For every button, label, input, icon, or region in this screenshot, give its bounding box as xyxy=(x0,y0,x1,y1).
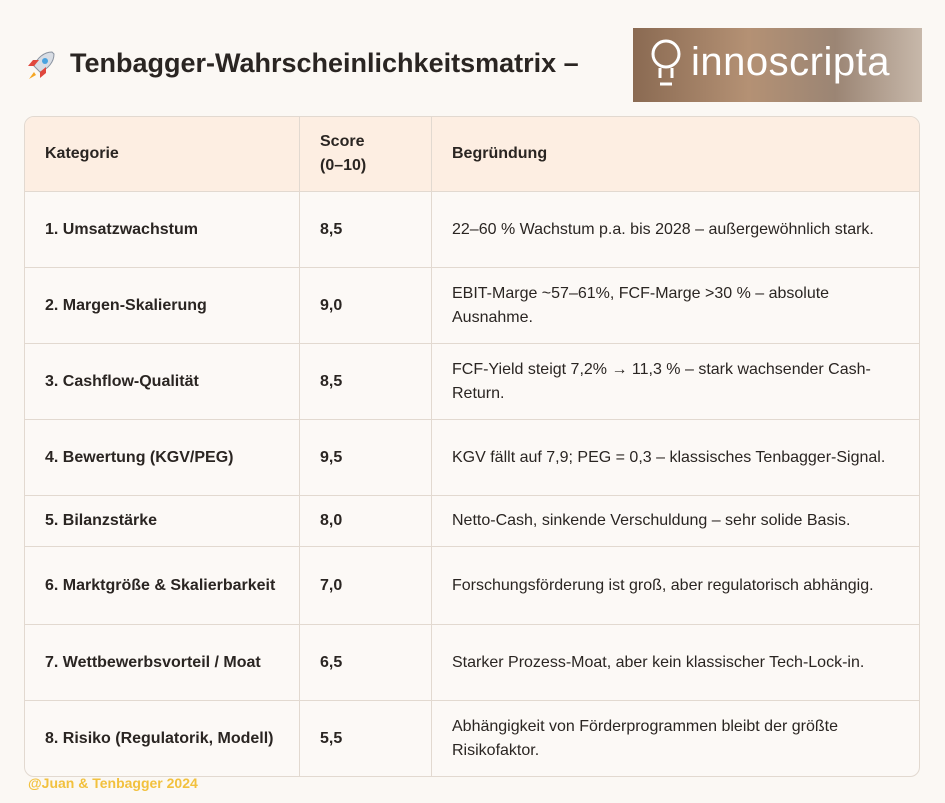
table-cell: 22–60 % Wachstum p.a. bis 2028 – außerge… xyxy=(452,220,874,238)
table-cell: Forschungsförderung ist groß, aber regul… xyxy=(452,576,874,594)
table-row: 5. Bilanzstärke 8,0 Netto-Cash, sinkende V… xyxy=(25,495,919,546)
table-cell: 8,0 xyxy=(300,496,432,546)
rocket-icon xyxy=(28,51,55,79)
header-cell: Kategorie xyxy=(25,117,300,191)
bulb-icon xyxy=(651,39,681,86)
table-cell: 7. Wettbewerbsvorteil / Moat xyxy=(25,625,300,700)
table-cell: 1. Umsatzwachstum xyxy=(25,192,300,267)
table-cell: Starker Prozess-Moat, aber kein klassisc… xyxy=(452,653,865,671)
table-row: 7. Wettbewerbsvorteil / Moat 6,5 Starker P… xyxy=(25,624,919,700)
table-cell: 3. Cashflow-Qualität xyxy=(25,344,300,419)
table-cell: 5. Bilanzstärke xyxy=(25,496,300,546)
logo: innoscripta xyxy=(633,28,922,102)
title: Tenbagger-Wahrscheinlichkeitsmatrix – xyxy=(70,48,579,78)
table-cell: 4. Bewertung (KGV/PEG) xyxy=(25,420,300,495)
table-cell: 8,5 xyxy=(300,344,432,419)
table-cell: 9,0 xyxy=(300,268,432,343)
table-cell: 6,5 xyxy=(300,625,432,700)
table: Kategorie Score (0–10) Begründung 1. Umsatz… xyxy=(24,116,920,777)
table-cell: Netto-Cash, sinkende Verschuldung – sehr… xyxy=(452,512,851,529)
table-cell: 2. Margen-Skalierung xyxy=(25,268,300,343)
table-cell: 8,5 xyxy=(300,192,432,267)
table-row: 1. Umsatzwachstum 8,5 22–60 % Wachstum p.a… xyxy=(25,191,919,267)
header-cell: Begründung xyxy=(452,145,548,162)
table-cell: 8. Risiko (Regulatorik, Modell) xyxy=(25,701,300,776)
table-cell: FCF-Yield steigt 7,2% → 11,3 % – stark w… xyxy=(452,360,871,402)
table-cell: 5,5 xyxy=(300,701,432,776)
header-row: Kategorie Score (0–10) Begründung xyxy=(25,117,919,191)
table-cell: KGV fällt auf 7,9; PEG = 0,3 – klassisch… xyxy=(452,448,886,466)
logo-text: innoscripta xyxy=(691,40,890,84)
table-row: 8. Risiko (Regulatorik, Modell) 5,5 Abhäng… xyxy=(25,700,919,776)
header-cell: Score (0–10) xyxy=(300,117,432,191)
table-cell: 7,0 xyxy=(300,547,432,624)
table-cell: EBIT-Marge ~57–61%, FCF-Marge >30 % – ab… xyxy=(452,284,830,326)
table-cell: 6. Marktgröße & Skalierbarkeit xyxy=(25,547,300,624)
table-row: 2. Margen-Skalierung 9,0 EBIT-Marge ~57–61… xyxy=(25,267,919,343)
table-cell: Abhängigkeit von Förderprogrammen bleibt… xyxy=(452,717,838,759)
table-row: 6. Marktgröße & Skalierbarkeit 7,0 Forschu… xyxy=(25,546,919,624)
footer: @Juan & Tenbagger 2024 xyxy=(28,775,198,791)
table-cell: 9,5 xyxy=(300,420,432,495)
table-row: 3. Cashflow-Qualität 8,5 FCF-Yield steigt … xyxy=(25,343,919,419)
table-row: 4. Bewertung (KGV/PEG) 9,5 KGV fällt auf 7… xyxy=(25,419,919,495)
